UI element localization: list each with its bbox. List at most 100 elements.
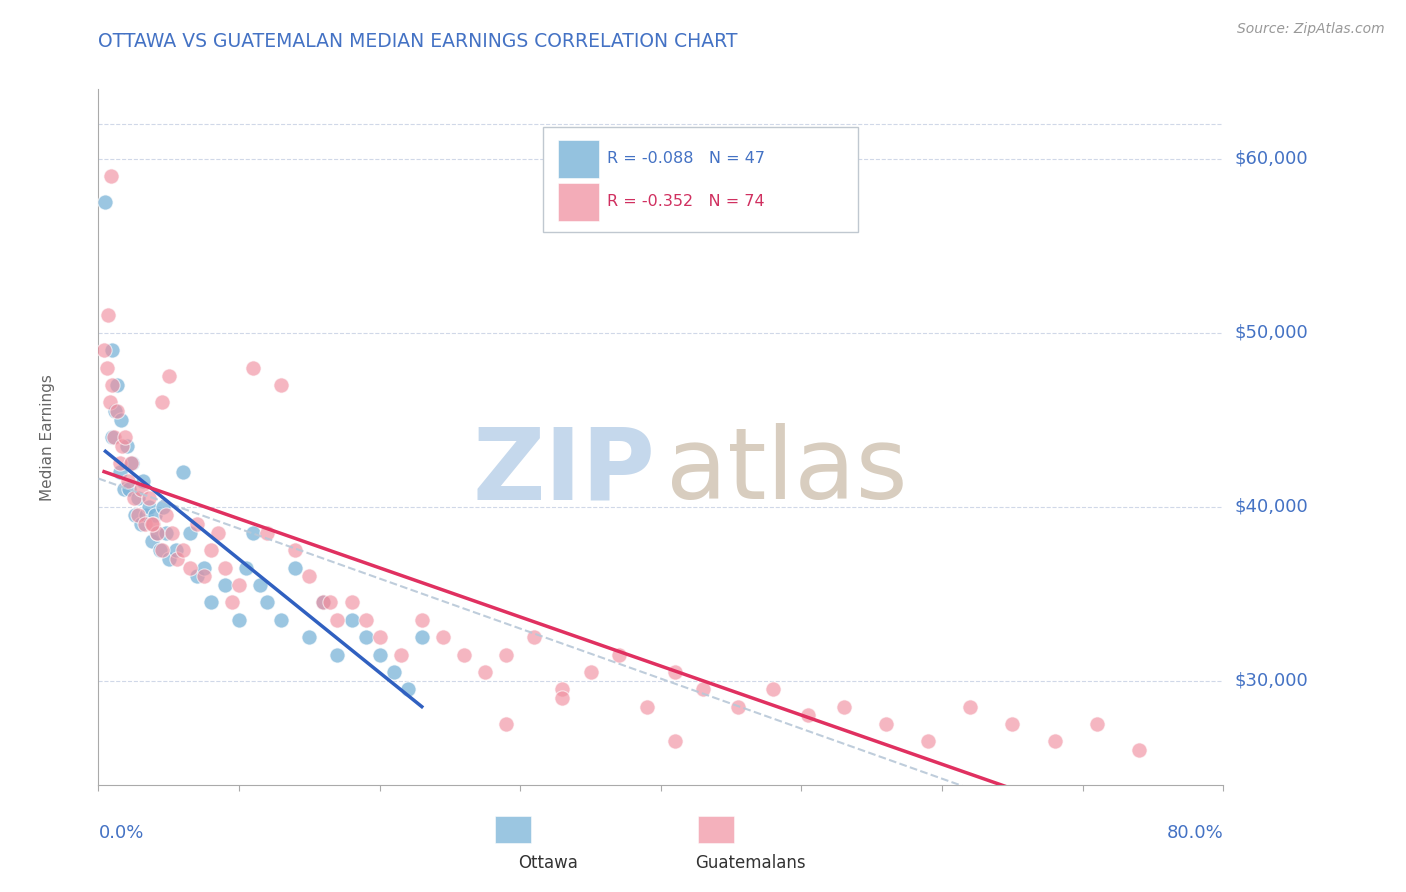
Point bbox=[115, 439, 138, 453]
Point bbox=[101, 343, 124, 357]
Point bbox=[155, 508, 177, 523]
Point bbox=[340, 595, 363, 609]
Point bbox=[108, 465, 131, 479]
Point bbox=[200, 595, 222, 609]
Point bbox=[96, 360, 118, 375]
Point bbox=[165, 543, 187, 558]
FancyBboxPatch shape bbox=[495, 816, 531, 844]
Point bbox=[152, 500, 174, 514]
Point bbox=[93, 343, 115, 357]
Point bbox=[242, 360, 264, 375]
Point bbox=[150, 543, 173, 558]
Point bbox=[138, 500, 160, 514]
Point bbox=[155, 525, 177, 540]
Point bbox=[319, 595, 342, 609]
Point bbox=[129, 516, 152, 531]
Point bbox=[312, 595, 335, 609]
Point bbox=[832, 699, 855, 714]
Point bbox=[256, 525, 278, 540]
FancyBboxPatch shape bbox=[697, 816, 734, 844]
Point bbox=[104, 404, 127, 418]
Point bbox=[160, 525, 183, 540]
Text: R = -0.352   N = 74: R = -0.352 N = 74 bbox=[607, 194, 765, 209]
Point bbox=[875, 717, 897, 731]
Point bbox=[214, 578, 236, 592]
Point bbox=[1085, 717, 1108, 731]
Point bbox=[221, 595, 243, 609]
Point bbox=[214, 560, 236, 574]
Point bbox=[186, 569, 208, 583]
Point bbox=[368, 630, 391, 644]
Point bbox=[692, 682, 714, 697]
Point bbox=[664, 665, 686, 679]
Point bbox=[112, 482, 135, 496]
Point bbox=[172, 465, 194, 479]
Point bbox=[110, 412, 132, 426]
Point bbox=[249, 578, 271, 592]
Point bbox=[312, 595, 335, 609]
Point bbox=[298, 569, 321, 583]
Point bbox=[200, 543, 222, 558]
Point bbox=[411, 613, 433, 627]
Point bbox=[1128, 743, 1150, 757]
Point bbox=[495, 648, 517, 662]
Point bbox=[228, 613, 250, 627]
Point bbox=[340, 613, 363, 627]
Point bbox=[186, 516, 208, 531]
Text: Guatemalans: Guatemalans bbox=[696, 855, 806, 872]
Point bbox=[129, 482, 152, 496]
Point bbox=[270, 377, 292, 392]
FancyBboxPatch shape bbox=[543, 128, 858, 232]
Point bbox=[101, 377, 124, 392]
Point bbox=[727, 699, 749, 714]
Point bbox=[207, 525, 229, 540]
Point bbox=[959, 699, 981, 714]
Point bbox=[179, 525, 201, 540]
Point bbox=[284, 543, 307, 558]
Point bbox=[108, 456, 131, 470]
Point bbox=[118, 482, 141, 496]
Point bbox=[97, 308, 120, 322]
Text: R = -0.088   N = 47: R = -0.088 N = 47 bbox=[607, 151, 765, 166]
Point bbox=[146, 525, 169, 540]
Point bbox=[127, 508, 149, 523]
Point bbox=[122, 491, 145, 505]
Point bbox=[382, 665, 405, 679]
Point bbox=[124, 508, 146, 523]
Point bbox=[141, 516, 163, 531]
Text: $50,000: $50,000 bbox=[1234, 324, 1308, 342]
Point bbox=[193, 560, 215, 574]
Point bbox=[103, 430, 125, 444]
Point bbox=[105, 404, 128, 418]
Point bbox=[432, 630, 454, 644]
Point bbox=[134, 516, 156, 531]
Point bbox=[149, 543, 172, 558]
Text: $30,000: $30,000 bbox=[1234, 672, 1308, 690]
Text: $40,000: $40,000 bbox=[1234, 498, 1308, 516]
Point bbox=[132, 474, 155, 488]
Point bbox=[917, 734, 939, 748]
Point bbox=[551, 682, 574, 697]
Point bbox=[193, 569, 215, 583]
Point bbox=[354, 630, 377, 644]
Point bbox=[1043, 734, 1066, 748]
Point bbox=[762, 682, 785, 697]
Point bbox=[146, 525, 169, 540]
Point bbox=[797, 708, 820, 723]
Text: $60,000: $60,000 bbox=[1234, 150, 1308, 168]
Point bbox=[172, 543, 194, 558]
Point bbox=[105, 377, 128, 392]
Point bbox=[179, 560, 201, 574]
Point bbox=[135, 508, 157, 523]
Point bbox=[354, 613, 377, 627]
Point bbox=[284, 560, 307, 574]
Point bbox=[298, 630, 321, 644]
Point bbox=[120, 456, 142, 470]
Text: 80.0%: 80.0% bbox=[1167, 824, 1223, 842]
Point bbox=[579, 665, 602, 679]
Point bbox=[396, 682, 419, 697]
Text: Source: ZipAtlas.com: Source: ZipAtlas.com bbox=[1237, 22, 1385, 37]
Point bbox=[326, 648, 349, 662]
Point bbox=[411, 630, 433, 644]
Text: 0.0%: 0.0% bbox=[98, 824, 143, 842]
